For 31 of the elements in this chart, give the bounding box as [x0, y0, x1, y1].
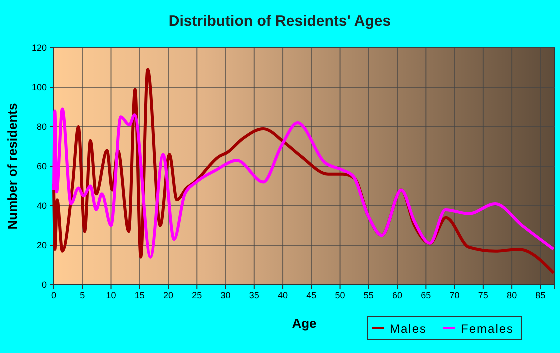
legend-label: Males — [390, 322, 428, 336]
x-tick-label: 35 — [249, 290, 260, 300]
x-tick-label: 10 — [106, 290, 116, 300]
x-tick-label: 20 — [164, 290, 174, 300]
x-tick-label: 0 — [51, 290, 57, 300]
x-tick-label: 40 — [278, 290, 288, 300]
y-tick-label: 80 — [36, 122, 47, 132]
x-tick-label: 45 — [306, 290, 317, 300]
legend-label: Females — [461, 322, 514, 336]
x-tick-label: 55 — [364, 290, 374, 300]
x-tick-label: 75 — [478, 290, 488, 300]
x-axis-title: Age — [292, 316, 317, 331]
x-tick-label: 50 — [335, 290, 346, 300]
x-tick-label: 25 — [192, 290, 202, 300]
x-tick-label: 80 — [507, 290, 518, 300]
y-tick-label: 100 — [32, 82, 47, 92]
y-tick-label: 0 — [42, 280, 47, 290]
x-tick-label: 60 — [392, 290, 403, 300]
x-tick-label: 30 — [220, 290, 231, 300]
chart-title: Distribution of Residents' Ages — [168, 13, 392, 30]
y-axis-title: Number of residents — [5, 103, 20, 230]
y-tick-label: 60 — [36, 161, 47, 172]
x-tick-label: 65 — [421, 290, 432, 300]
x-tick-label: 15 — [134, 290, 145, 300]
y-tick-label: 120 — [32, 42, 47, 53]
x-tick-label: 85 — [536, 290, 546, 300]
line-series — [52, 108, 556, 259]
y-tick-label: 20 — [36, 240, 47, 250]
x-tick-label: 70 — [450, 290, 460, 300]
y-tick-label: 40 — [36, 200, 47, 211]
x-tick-label: 5 — [80, 290, 86, 300]
